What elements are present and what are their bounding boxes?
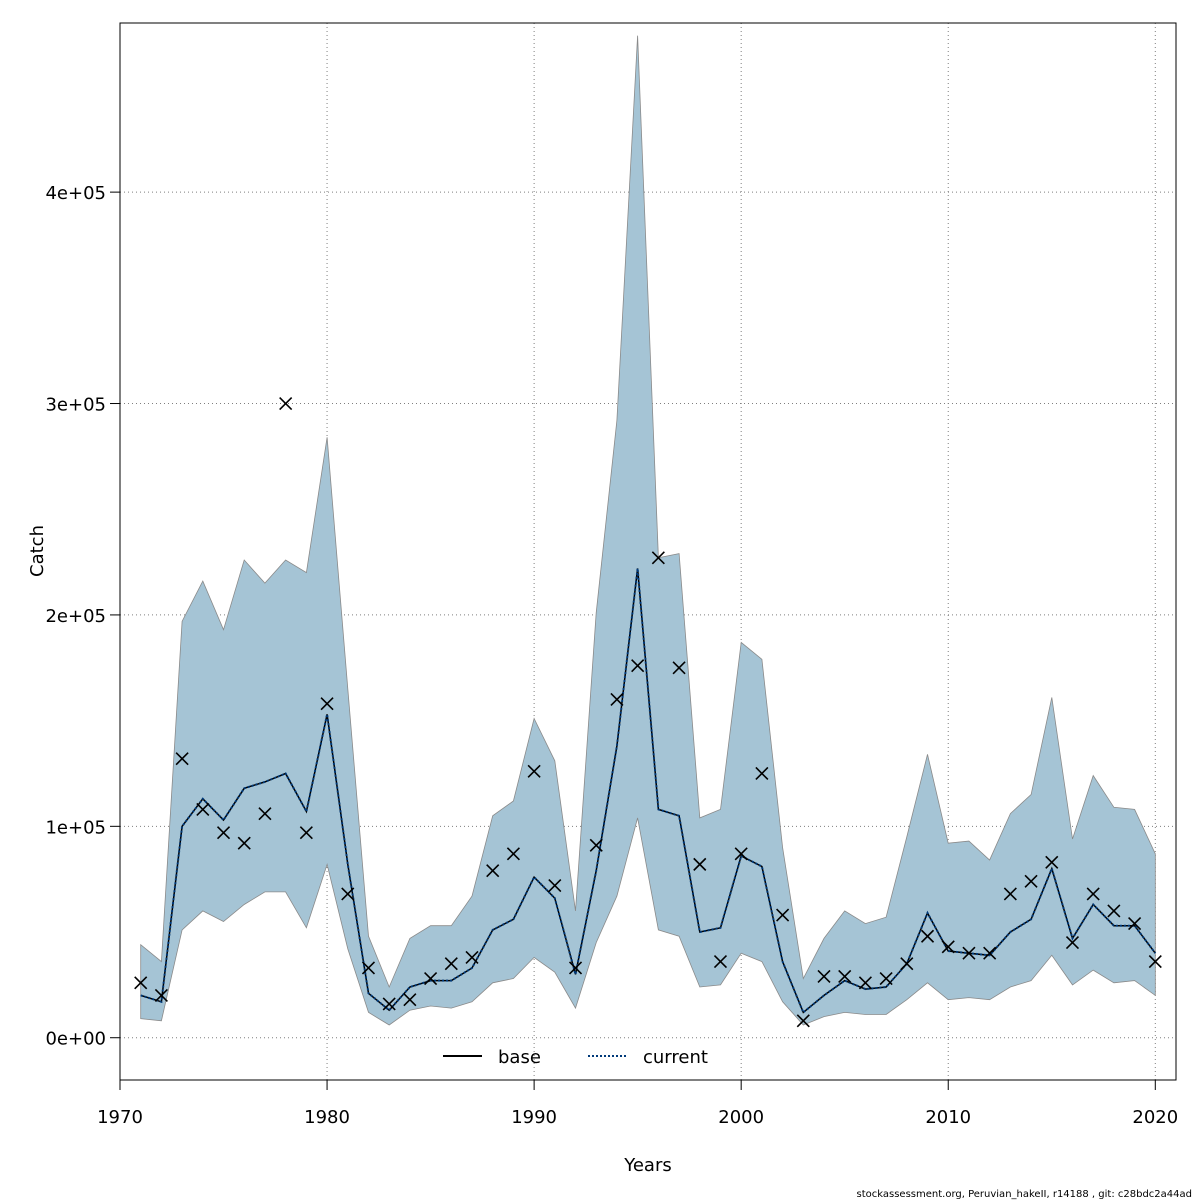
series-lines <box>140 568 1157 1015</box>
observed-point-1987 <box>465 950 479 964</box>
observed-point-2011 <box>962 946 976 960</box>
observed-point-1975 <box>216 826 231 840</box>
observed-point-1979 <box>299 826 313 840</box>
y-tick-label-0: 0e+00 <box>45 1029 106 1050</box>
observed-points <box>134 396 1162 1028</box>
observed-point-2014 <box>1024 874 1038 888</box>
observed-point-1984 <box>403 993 417 1007</box>
observed-point-1997 <box>672 661 686 675</box>
legend-base-label: base <box>498 1047 541 1068</box>
series-line-current <box>140 568 1157 1015</box>
x-axis-label: Years <box>623 1155 672 1176</box>
observed-point-2007 <box>879 971 893 986</box>
observed-point-1986 <box>444 957 458 971</box>
observed-point-1971 <box>134 976 148 990</box>
observed-point-2019 <box>1128 916 1142 931</box>
observed-point-1978 <box>279 396 293 411</box>
observed-point-1996 <box>651 551 665 565</box>
observed-point-1989 <box>506 847 520 861</box>
observed-point-1982 <box>361 961 376 975</box>
confidence-band <box>140 35 1156 1026</box>
observed-point-1977 <box>258 807 272 821</box>
observed-point-1991 <box>548 878 562 893</box>
observed-point-2012 <box>983 946 997 960</box>
observed-point-2001 <box>755 766 769 781</box>
observed-point-1981 <box>341 887 355 901</box>
observed-point-2010 <box>941 940 955 954</box>
x-axis: 1970 1980 1990 2000 2010 2020 <box>97 1080 1178 1128</box>
observed-point-2020 <box>1148 955 1162 969</box>
observed-point-1985 <box>424 971 438 986</box>
observed-point-1972 <box>154 988 168 1003</box>
y-tick-label-2: 2e+05 <box>45 606 106 627</box>
observed-point-2013 <box>1003 887 1017 901</box>
observed-point-1999 <box>713 955 728 969</box>
y-axis: 0e+00 1e+05 2e+05 3e+05 4e+05 <box>45 183 120 1050</box>
observed-point-2015 <box>1045 855 1059 869</box>
observed-point-2002 <box>776 908 790 922</box>
observed-point-2009 <box>920 929 935 943</box>
legend: base current <box>443 1047 708 1068</box>
x-tick-label-2020: 2020 <box>1132 1107 1178 1128</box>
observed-point-1973 <box>175 752 189 766</box>
observed-point-2006 <box>858 976 872 990</box>
y-tick-label-4: 4e+05 <box>45 183 106 204</box>
confidence-band-area <box>140 35 1156 1026</box>
observed-point-1976 <box>237 836 251 850</box>
observed-point-1993 <box>589 838 603 852</box>
y-tick-label-3: 3e+05 <box>45 395 106 416</box>
observed-point-2017 <box>1086 887 1100 901</box>
x-tick-label-1980: 1980 <box>304 1107 350 1128</box>
observed-point-2005 <box>838 969 852 983</box>
x-tick-label-1990: 1990 <box>511 1107 557 1128</box>
observed-point-1980 <box>320 697 334 711</box>
observed-point-2008 <box>900 957 914 971</box>
observed-point-2016 <box>1065 936 1080 950</box>
observed-point-1983 <box>382 997 396 1011</box>
y-axis-label: Catch <box>27 525 48 577</box>
observed-point-1995 <box>631 659 645 673</box>
legend-current-label: current <box>643 1047 708 1068</box>
observed-point-1994 <box>610 692 624 707</box>
x-tick-label-2000: 2000 <box>718 1107 764 1128</box>
plot-frame <box>119 22 1177 1081</box>
observed-point-1988 <box>486 864 500 878</box>
observed-point-2003 <box>796 1014 810 1028</box>
x-tick-label-1970: 1970 <box>97 1107 143 1128</box>
observed-point-2000 <box>734 847 748 861</box>
observed-point-2004 <box>817 969 831 983</box>
observed-point-2018 <box>1107 904 1121 918</box>
observed-point-1992 <box>568 961 583 975</box>
x-tick-label-2010: 2010 <box>925 1107 971 1128</box>
observed-point-1974 <box>196 802 210 816</box>
observed-point-1998 <box>693 857 707 871</box>
footer-note: stockassessment.org, Peruvian_hakeII, r1… <box>857 1189 1192 1200</box>
observed-point-1990 <box>527 764 541 778</box>
y-tick-label-1: 1e+05 <box>45 817 106 838</box>
